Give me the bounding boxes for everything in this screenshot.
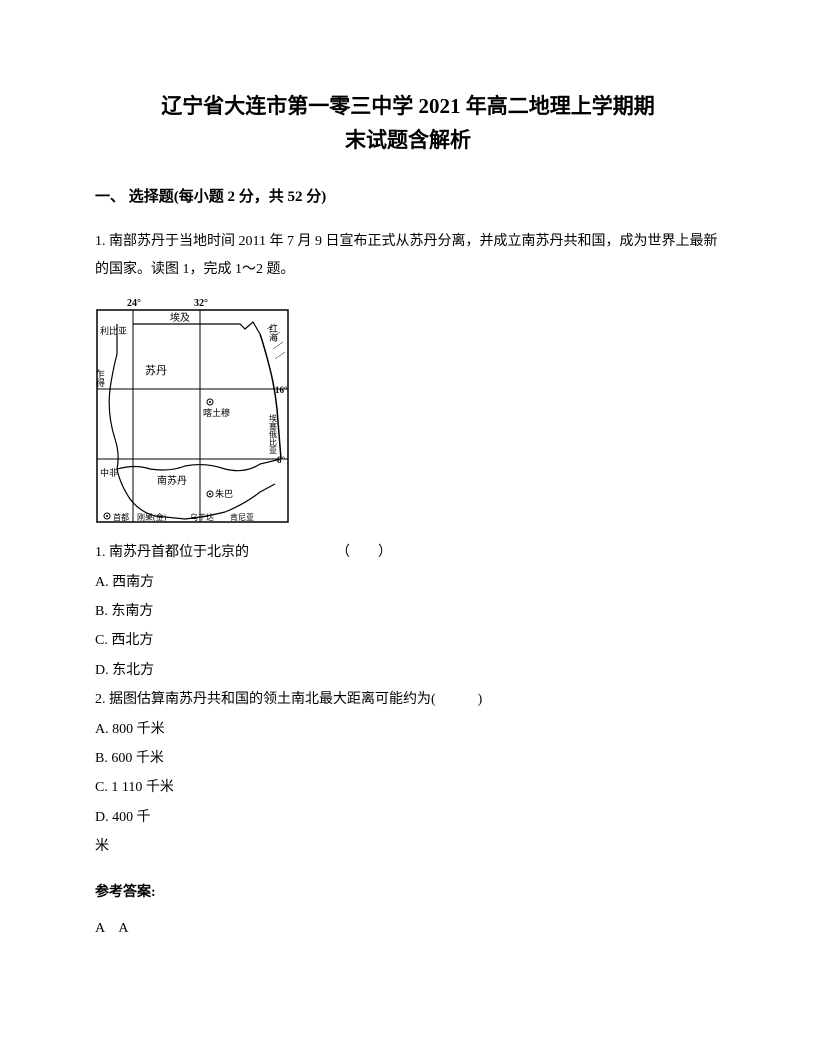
q1-option-c: C. 西北方 — [95, 626, 721, 655]
answer-label: 参考答案: — [95, 881, 721, 901]
question-intro: 1. 南部苏丹于当地时间 2011 年 7 月 9 日宣布正式从苏丹分离，并成立… — [95, 228, 721, 284]
title-line-1: 辽宁省大连市第一零三中学 2021 年高二地理上学期期 — [161, 94, 655, 118]
q1-text: 1. 南苏丹首都位于北京的 — [95, 545, 249, 560]
svg-text:朱巴: 朱巴 — [215, 488, 233, 499]
svg-text:8°: 8° — [277, 455, 286, 465]
section-header: 一、 选择题(每小题 2 分，共 52 分) — [95, 185, 721, 206]
svg-text:24°: 24° — [127, 298, 141, 309]
svg-text:南苏丹: 南苏丹 — [157, 474, 187, 487]
q2-option-a: A. 800 千米 — [95, 715, 721, 744]
map-figure: 24° 32° 利比亚 — [95, 294, 290, 524]
question-1: 1. 南苏丹首都位于北京的 （ ） — [95, 538, 721, 567]
title-line-2: 末试题含解析 — [345, 128, 471, 152]
svg-text:苏丹: 苏丹 — [145, 364, 167, 377]
svg-text:喀土穆: 喀土穆 — [203, 407, 230, 418]
svg-text:刚果(金): 刚果(金) — [137, 512, 167, 522]
svg-text:首都: 首都 — [113, 512, 129, 522]
svg-text:乌干达: 乌干达 — [190, 512, 214, 522]
q2-option-d-line1: D. 400 千 — [95, 803, 721, 832]
q1-option-b: B. 东南方 — [95, 597, 721, 626]
answer-text: A A — [95, 917, 721, 937]
q2-option-d-line2: 米 — [95, 832, 721, 861]
document-title: 辽宁省大连市第一零三中学 2021 年高二地理上学期期 末试题含解析 — [95, 90, 721, 157]
q2-option-b: B. 600 千米 — [95, 744, 721, 773]
q1-paren: （ ） — [336, 545, 392, 560]
q1-option-d: D. 东北方 — [95, 656, 721, 685]
svg-text:乍得: 乍得 — [95, 368, 105, 387]
q2-option-c: C. 1 110 千米 — [95, 773, 721, 802]
svg-text:中非: 中非 — [100, 467, 118, 478]
svg-text:埃及: 埃及 — [170, 311, 190, 324]
svg-text:埃塞俄比亚: 埃塞俄比亚 — [269, 413, 278, 454]
svg-text:32°: 32° — [194, 298, 208, 309]
question-2: 2. 据图估算南苏丹共和国的领土南北最大距离可能约为( ) — [95, 685, 721, 714]
svg-text:16°: 16° — [275, 385, 288, 395]
q1-option-a: A. 西南方 — [95, 568, 721, 597]
svg-text:红海: 红海 — [268, 323, 278, 343]
svg-text:利比亚: 利比亚 — [100, 325, 127, 336]
svg-text:肯尼亚: 肯尼亚 — [230, 512, 254, 522]
